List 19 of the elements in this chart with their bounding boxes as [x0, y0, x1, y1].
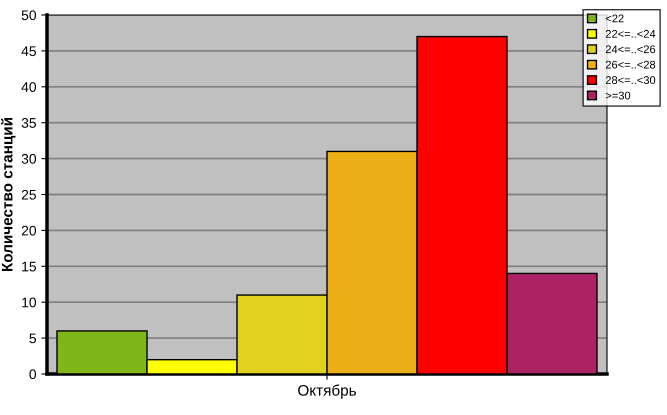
y-tick-label: 15 — [22, 262, 36, 272]
y-tick-label: 10 — [22, 298, 36, 308]
y-tick-label: 20 — [22, 226, 36, 236]
y-tick-label: 30 — [22, 154, 36, 164]
legend-label: >=30 — [606, 92, 630, 100]
x-tick-label: Октябрь — [298, 384, 356, 399]
y-tick-label: 45 — [21, 46, 36, 56]
y-tick-label: 0 — [29, 369, 36, 380]
legend-label: 28<=..<30 — [606, 76, 656, 84]
legend-label: 24<=..<26 — [606, 45, 656, 54]
y-tick-label: 5 — [29, 334, 36, 344]
y-axis-title: Количество станций — [1, 118, 16, 272]
y-tick-label: 40 — [21, 82, 36, 92]
legend-label: 22<=..<24 — [606, 30, 656, 38]
legend-label: 26<=..<28 — [606, 60, 656, 69]
y-tick-label: 35 — [22, 118, 36, 128]
y-tick-label: 25 — [22, 190, 36, 200]
y-tick-label: 50 — [22, 10, 36, 20]
legend-label: <22 — [606, 14, 624, 22]
